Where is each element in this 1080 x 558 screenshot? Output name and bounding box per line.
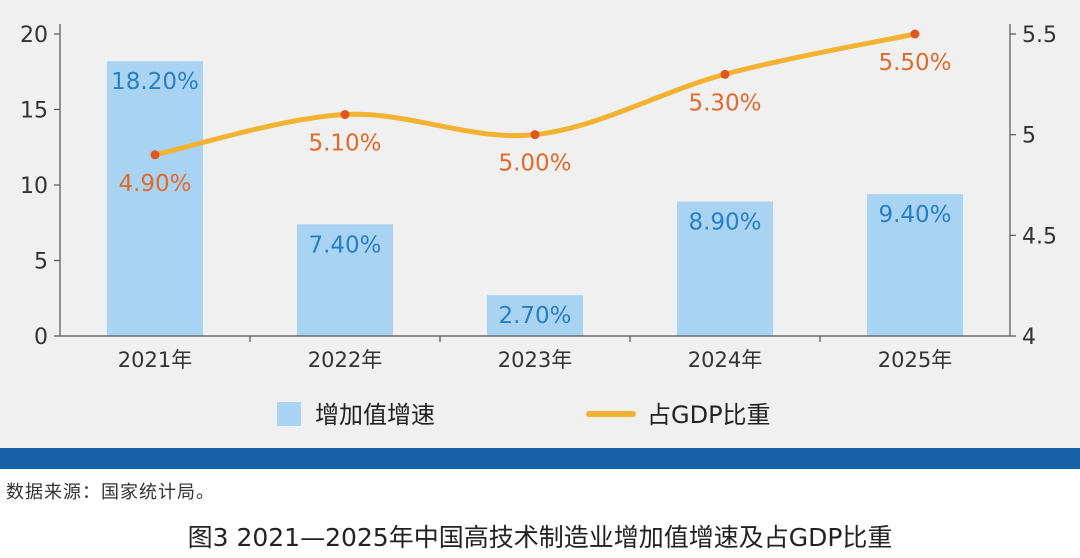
bar-4 <box>867 194 963 336</box>
bar-label-1: 7.40% <box>308 232 381 258</box>
line-point-4 <box>910 29 920 39</box>
left-tick-label-1: 5 <box>34 250 48 275</box>
legend-bar-label: 增加值增速 <box>315 401 435 429</box>
source-note: 数据来源：国家统计局。 <box>6 482 215 503</box>
bar-label-0: 18.20% <box>111 69 199 95</box>
figure-caption: 图3 2021—2025年中国高技术制造业增加值增速及占GDP比重 <box>187 523 893 552</box>
right-tick-label-2: 5 <box>1022 124 1036 149</box>
left-tick-label-3: 15 <box>20 99 48 124</box>
left-tick-label-2: 10 <box>20 174 48 199</box>
x-tick-label-3: 2024年 <box>688 348 762 372</box>
line-label-3: 5.30% <box>688 90 761 116</box>
bar-2 <box>487 295 583 336</box>
line-point-3 <box>720 69 730 79</box>
bar-label-4: 9.40% <box>878 202 951 228</box>
legend-line-label: 占GDP比重 <box>647 401 771 429</box>
line-point-1 <box>340 110 350 120</box>
line-label-2: 5.00% <box>498 151 571 177</box>
right-tick-label-0: 4 <box>1022 325 1036 350</box>
line-point-2 <box>530 130 540 140</box>
bar-label-3: 8.90% <box>688 210 761 236</box>
line-point-0 <box>150 150 160 160</box>
bar-1 <box>297 224 393 336</box>
right-tick-label-3: 5.5 <box>1022 23 1057 48</box>
left-tick-label-4: 20 <box>20 23 48 48</box>
x-tick-label-1: 2022年 <box>308 348 382 372</box>
bar-3 <box>677 201 773 336</box>
bar-label-2: 2.70% <box>498 303 571 329</box>
legend-bar-swatch <box>277 402 301 426</box>
chart-panel: 0 5 10 15 20 4 4.5 5 5.5 2021年 2022年 2023年 2024年 2025… <box>0 0 1080 448</box>
combo-chart: 0 5 10 15 20 4 4.5 5 5.5 2021年 2022年 2023年 2024年 2025… <box>20 23 1057 429</box>
bar-0 <box>107 61 203 337</box>
line-label-1: 5.10% <box>308 131 381 157</box>
line-label-0: 4.90% <box>118 171 191 197</box>
line-label-4: 5.50% <box>878 50 951 76</box>
x-tick-label-4: 2025年 <box>878 348 952 372</box>
x-tick-label-0: 2021年 <box>118 348 192 372</box>
right-tick-label-1: 4.5 <box>1022 224 1057 249</box>
x-tick-label-2: 2023年 <box>498 348 572 372</box>
left-tick-label-0: 0 <box>34 325 48 350</box>
blue-divider-band <box>0 448 1080 469</box>
